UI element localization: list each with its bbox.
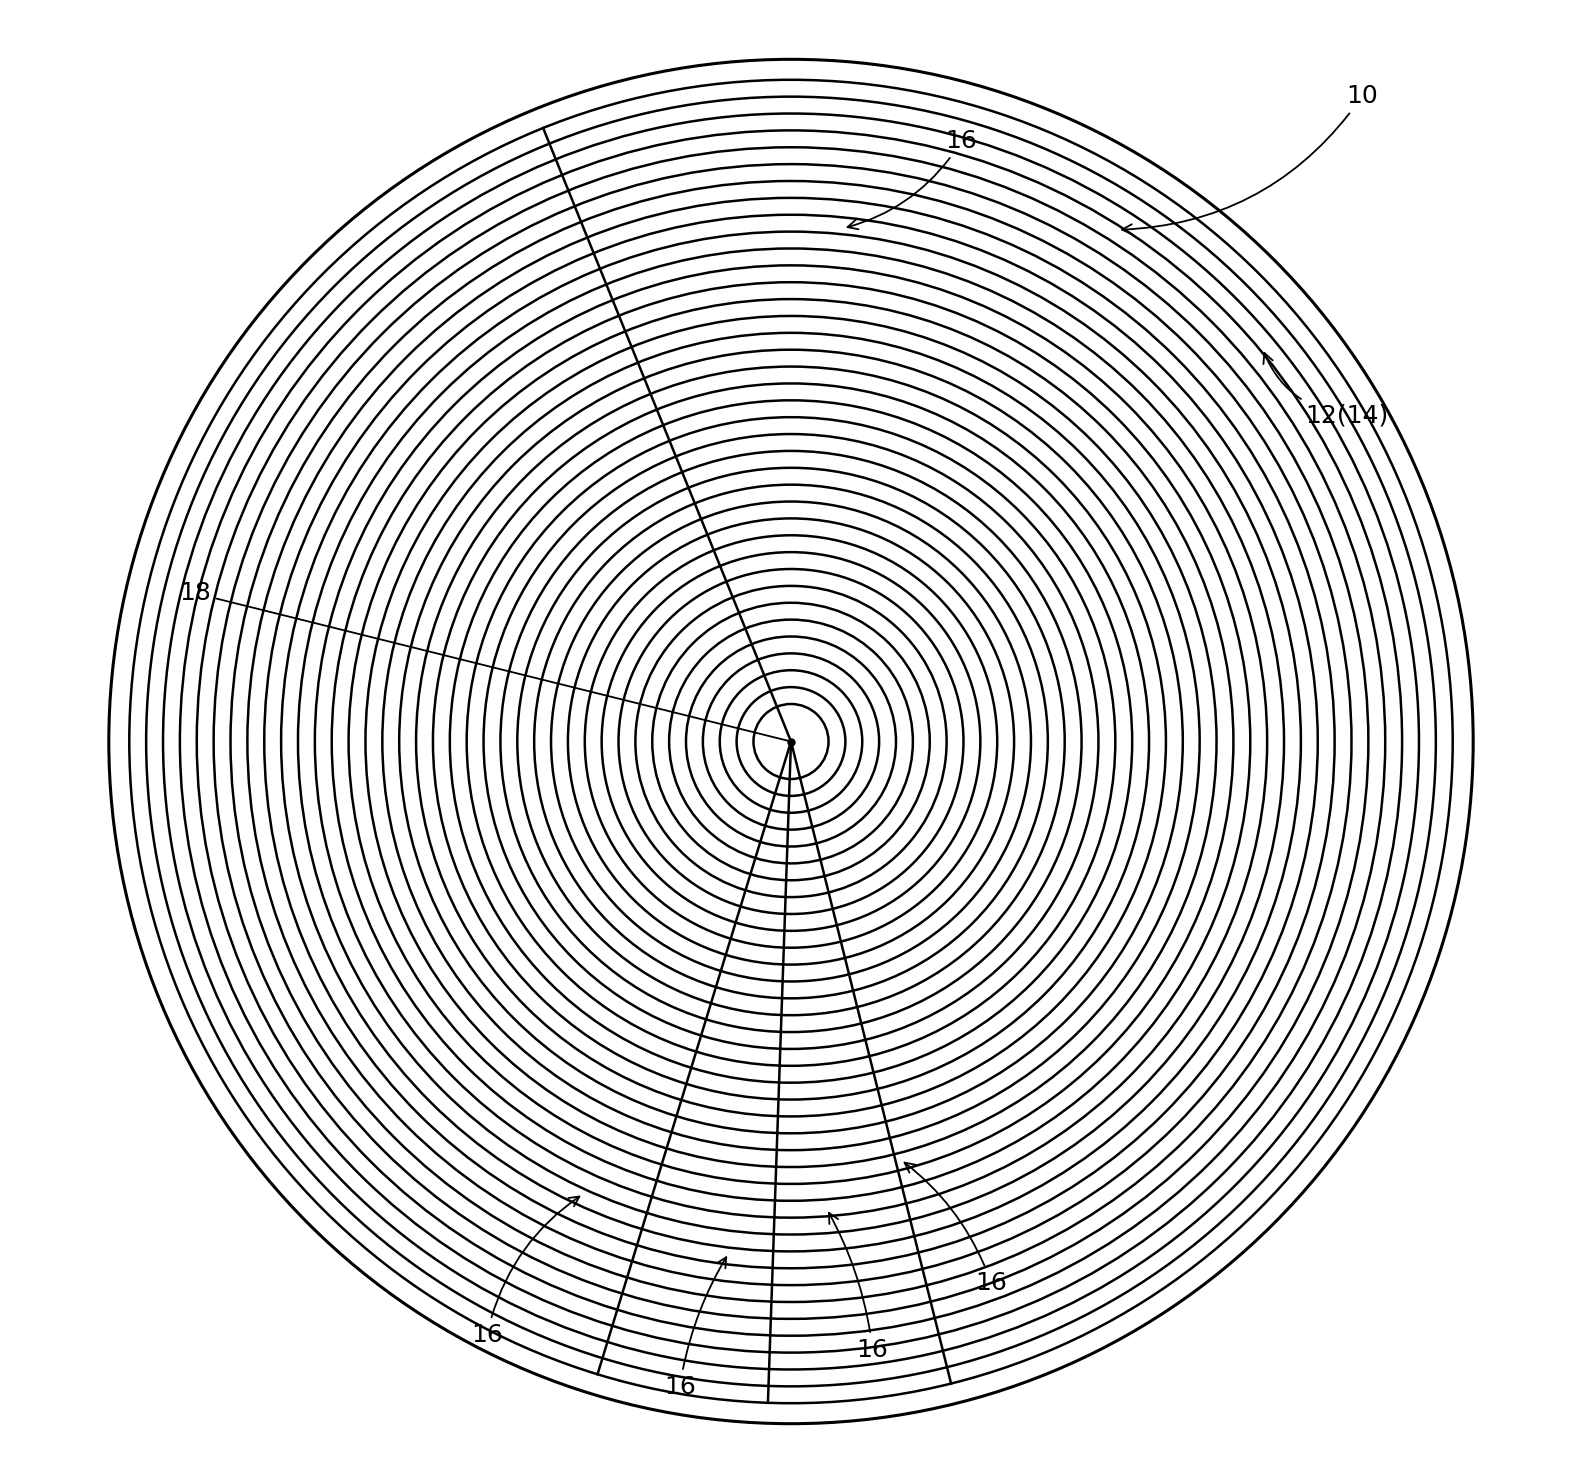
Text: 16: 16 [848, 129, 978, 230]
Text: 10: 10 [1122, 85, 1378, 234]
Text: 16: 16 [664, 1258, 726, 1398]
Text: 16: 16 [829, 1213, 889, 1361]
Text: 16: 16 [471, 1197, 579, 1347]
Text: 18: 18 [179, 581, 788, 742]
Text: 16: 16 [905, 1163, 1008, 1295]
Text: 12(14): 12(14) [1264, 353, 1389, 427]
